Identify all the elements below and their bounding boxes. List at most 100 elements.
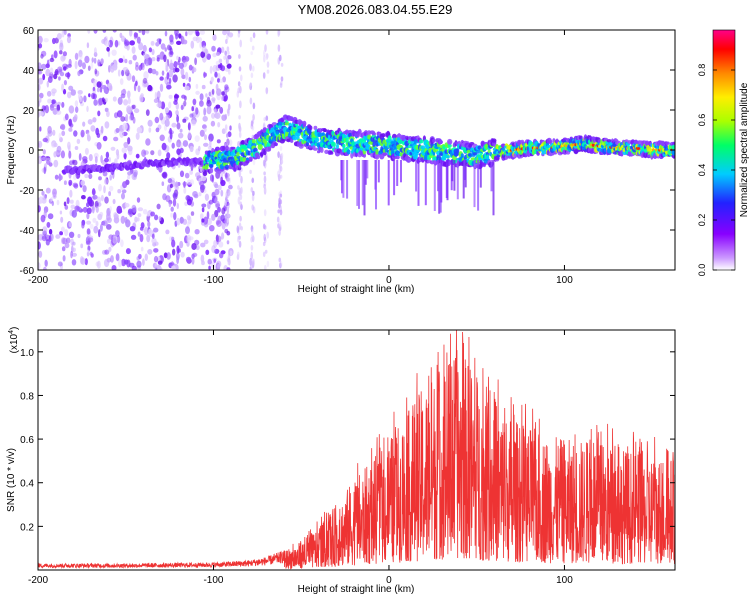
spectrogram-cell bbox=[189, 145, 194, 153]
spectrogram-cell bbox=[237, 251, 240, 258]
spectrogram-cell bbox=[250, 251, 253, 260]
spectrogram-marks bbox=[38, 30, 675, 270]
colorbar-gradient bbox=[713, 30, 735, 270]
spectrogram-cell bbox=[226, 188, 230, 194]
spectrogram-cell bbox=[73, 130, 78, 137]
spectrogram-cell bbox=[79, 53, 83, 60]
spectrogram-cell bbox=[169, 183, 173, 189]
spectrogram-cell bbox=[250, 244, 254, 251]
spectrogram-cell bbox=[226, 194, 229, 199]
spectrogram-cell bbox=[104, 178, 108, 185]
spectrogram-cell bbox=[229, 125, 232, 131]
spectrogram-cell bbox=[204, 164, 209, 171]
spectrogram-cell bbox=[113, 216, 120, 224]
spectrogram-cell bbox=[479, 160, 482, 188]
spectrogram-cell bbox=[218, 241, 224, 248]
colorbar-tick-label: 0.0 bbox=[697, 264, 707, 277]
spectrogram-cell bbox=[194, 229, 200, 235]
spectrogram-cell bbox=[226, 34, 229, 41]
spectrogram-cell bbox=[187, 179, 192, 185]
spectrogram-cell bbox=[62, 88, 67, 95]
spectrogram-cell bbox=[453, 160, 456, 191]
spectrogram-cell bbox=[100, 194, 104, 202]
spectrogram-cell bbox=[329, 150, 333, 154]
spectrogram-cell bbox=[226, 46, 230, 52]
spectrogram-cell bbox=[145, 138, 151, 146]
spectrogram-cell bbox=[198, 145, 201, 152]
spectrogram-cell bbox=[133, 32, 138, 38]
spectrogram-cell bbox=[136, 260, 142, 268]
spectrogram-cell bbox=[98, 229, 101, 238]
spectrogram-cell bbox=[212, 99, 216, 104]
spectrogram-cell bbox=[266, 260, 270, 268]
spectrogram-cell bbox=[68, 127, 73, 132]
spectrogram-cell bbox=[88, 173, 93, 179]
spectrogram-cell bbox=[147, 84, 153, 92]
spectrogram-cell bbox=[182, 118, 187, 123]
spectrogram-cell bbox=[104, 196, 109, 204]
spectrogram-cell bbox=[290, 138, 294, 143]
spectrogram-cell bbox=[305, 141, 310, 147]
spectrogram-cell bbox=[176, 122, 181, 130]
spectrogram-cell bbox=[58, 76, 61, 81]
spectrogram-cell bbox=[445, 160, 448, 198]
spectrogram-cell bbox=[415, 154, 418, 160]
spectrogram-cell bbox=[179, 142, 183, 150]
spectrogram-cell bbox=[171, 265, 176, 270]
spectrogram-cell bbox=[111, 265, 117, 270]
spectrogram-cell bbox=[263, 175, 267, 183]
spectrogram-cell bbox=[96, 81, 102, 88]
spectrogram-cell bbox=[212, 34, 217, 41]
spectrogram-cell bbox=[176, 256, 180, 264]
spectrogram-cell bbox=[68, 231, 75, 238]
spectrogram-cell bbox=[200, 184, 206, 191]
spectrogram-cell bbox=[52, 193, 57, 199]
spectrogram-cell bbox=[249, 97, 253, 105]
spectrogram-cell bbox=[61, 124, 66, 131]
spectrogram-cell bbox=[126, 105, 132, 114]
spectrogram-cell bbox=[176, 114, 180, 123]
spectrogram-cell bbox=[166, 84, 172, 90]
spectrogram-cell bbox=[98, 183, 102, 192]
spectrogram-cell bbox=[169, 127, 172, 135]
spectrogram-cell bbox=[88, 93, 91, 98]
spectrogram-cell bbox=[153, 248, 159, 253]
spectrogram-cell bbox=[257, 144, 263, 150]
spectrogram-cell bbox=[265, 87, 269, 94]
spectrogram-cell bbox=[211, 45, 216, 52]
spectrogram-cell bbox=[226, 177, 230, 182]
spectrogram-cell bbox=[147, 67, 153, 74]
spectrogram-cell bbox=[56, 199, 60, 206]
spectrogram-cell bbox=[77, 70, 81, 77]
spectrogram-cell bbox=[252, 114, 255, 121]
spectrogram-cell bbox=[239, 100, 242, 109]
spectrogram-cell bbox=[155, 71, 159, 76]
spectrogram-cell bbox=[87, 237, 94, 243]
spectrogram-cell bbox=[252, 206, 256, 214]
spectrogram-cell bbox=[191, 119, 197, 126]
spectrogram-cell bbox=[188, 64, 193, 71]
figure-title: YM08.2026.083.04.55.E29 bbox=[298, 2, 453, 17]
spectrogram-cell bbox=[42, 195, 47, 201]
spectrogram-cell bbox=[125, 113, 129, 122]
spectrogram-cell bbox=[217, 206, 221, 213]
spectrogram-cell bbox=[86, 105, 89, 112]
spectrogram-cell bbox=[136, 197, 141, 203]
spectrogram-cell bbox=[38, 205, 41, 213]
spectrogram-cell bbox=[165, 114, 171, 121]
colorbar-ticks: 0.0 0.2 0.4 0.6 0.8 bbox=[697, 64, 735, 277]
spectrogram-cell bbox=[219, 252, 224, 259]
spectrogram-cell bbox=[135, 64, 139, 71]
spectrogram-cell bbox=[74, 205, 80, 212]
spectrogram-cell bbox=[68, 150, 72, 159]
spectrogram-cell bbox=[95, 220, 99, 227]
spectrogram-cell bbox=[228, 69, 231, 75]
spectrogram-cell bbox=[63, 180, 67, 185]
spectrogram-cell bbox=[53, 159, 59, 168]
spectrogram-cell bbox=[97, 260, 101, 269]
spectrogram-cell bbox=[197, 37, 203, 43]
spectrogram-cell bbox=[54, 69, 59, 75]
snr-x-label: Height of straight line (km) bbox=[298, 584, 415, 595]
spectrogram-cell bbox=[240, 175, 243, 184]
spectrogram-cell bbox=[47, 76, 53, 83]
